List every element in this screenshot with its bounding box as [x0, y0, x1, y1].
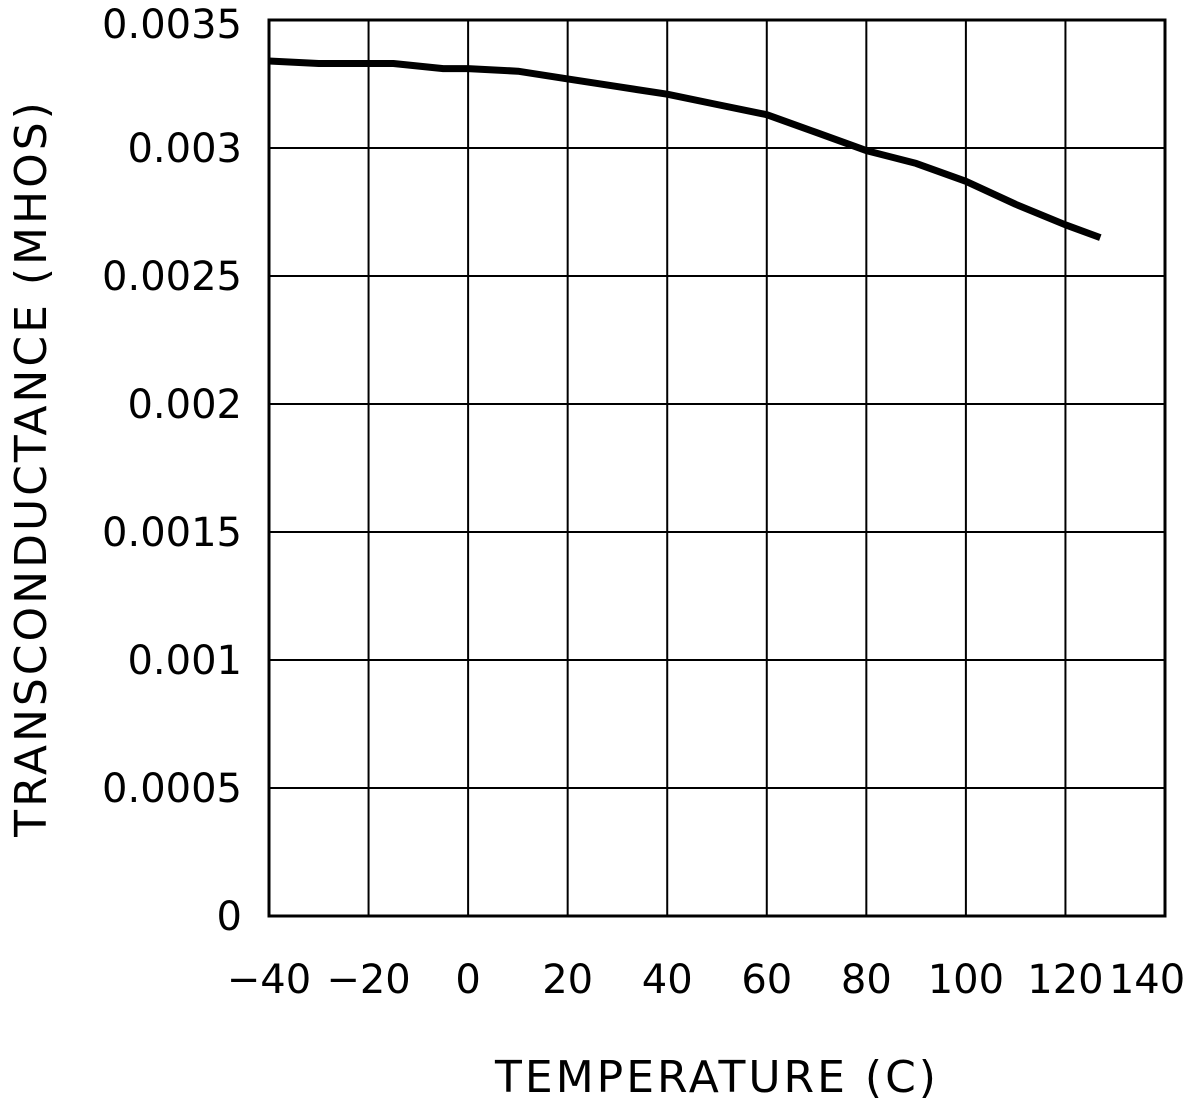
- series-group: [268, 57, 1102, 241]
- x-tick-label: 140: [1109, 957, 1185, 1003]
- x-tick-label: −20: [326, 957, 410, 1003]
- y-tick-labels: 0 0.0005 0.001 0.0015 0.002 0.0025 0.003 0.0035: [102, 2, 242, 940]
- x-tick-labels: −40 −20 0 20 40 60 80 100 120 140: [227, 957, 1185, 1003]
- x-axis-title: TEMPERATURE (C): [494, 1052, 939, 1101]
- plot-frame: [267, 18, 1167, 918]
- x-tick-label: 0: [455, 957, 480, 1003]
- y-tick-label: 0.0025: [102, 254, 242, 300]
- x-tick-label: 100: [928, 957, 1004, 1003]
- y-tick-label: 0.0005: [102, 766, 242, 812]
- y-tick-label: 0.001: [127, 638, 242, 684]
- y-tick-label: 0: [217, 894, 242, 940]
- series-line-0: [268, 57, 1102, 241]
- y-tick-label: 0.003: [127, 126, 242, 172]
- x-tick-label: 20: [542, 957, 593, 1003]
- y-axis-title: TRANSCONDUCTANCE (MHOS): [6, 99, 57, 838]
- x-tick-label: −40: [227, 957, 311, 1003]
- grid-lines: [268, 19, 1166, 917]
- y-tick-label: 0.002: [127, 382, 242, 428]
- y-tick-label: 0.0015: [102, 510, 242, 556]
- x-tick-label: 40: [642, 957, 693, 1003]
- x-tick-label: 60: [741, 957, 792, 1003]
- x-tick-label: 80: [841, 957, 892, 1003]
- y-tick-label: 0.0035: [102, 2, 242, 48]
- x-tick-label: 120: [1027, 957, 1103, 1003]
